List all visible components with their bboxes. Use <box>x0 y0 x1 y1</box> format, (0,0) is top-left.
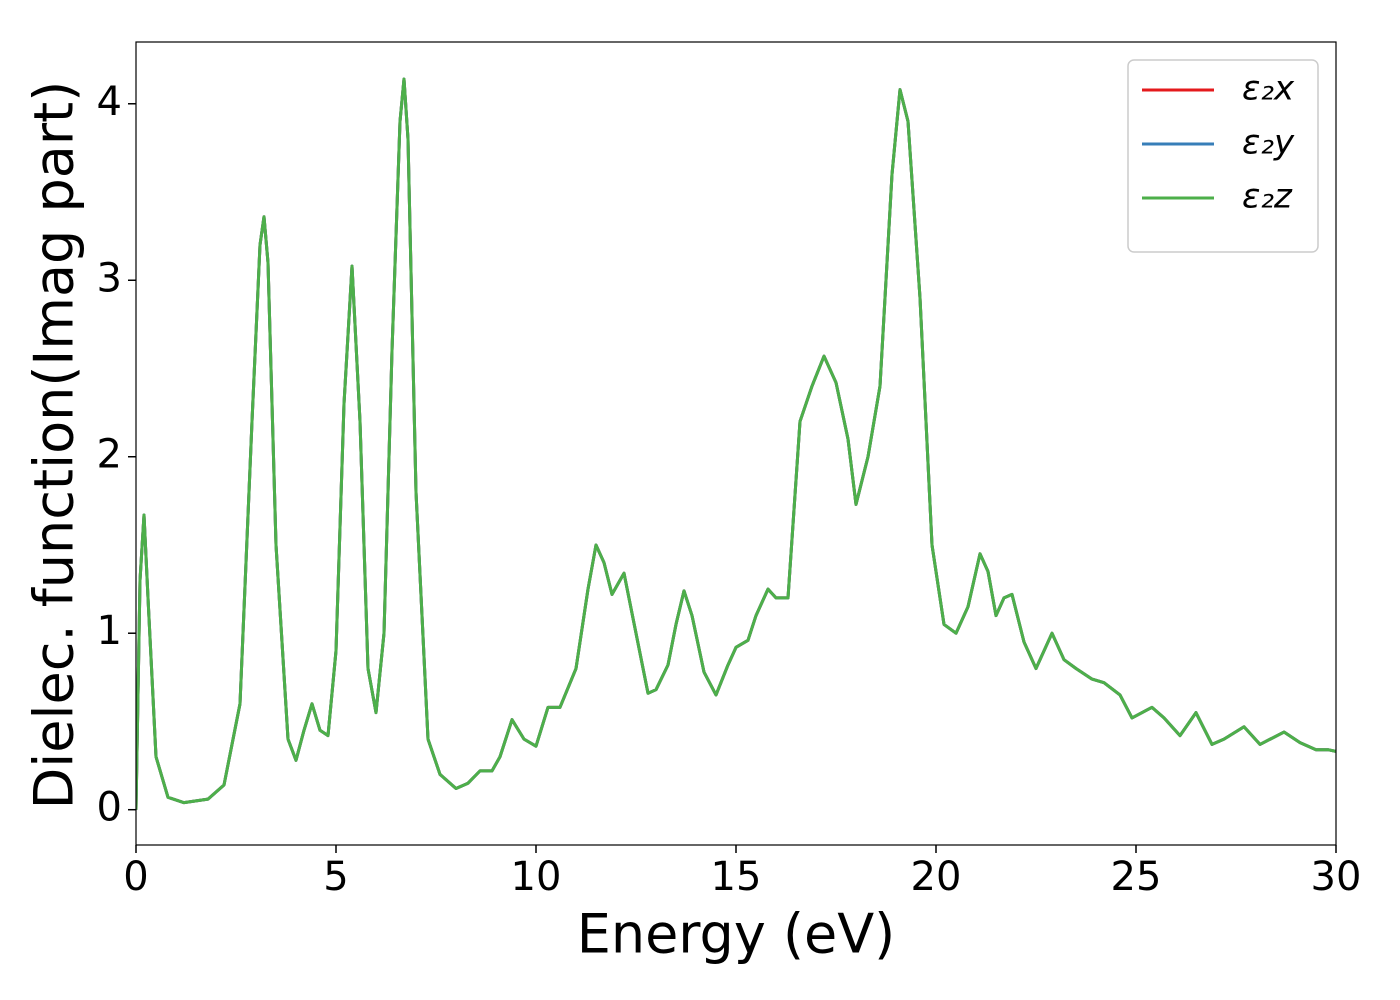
y-tick-label: 3 <box>97 255 122 301</box>
x-axis-label: Energy (eV) <box>577 903 896 966</box>
legend-box <box>1127 59 1319 253</box>
legend-label: ε₂x <box>1242 69 1295 109</box>
y-axis-label: Dielec. function(Imag part) <box>23 81 86 810</box>
y-tick-label: 1 <box>97 608 122 654</box>
x-tick-label: 0 <box>123 854 148 900</box>
x-tick-label: 5 <box>323 854 348 900</box>
x-tick-label: 30 <box>1311 854 1362 900</box>
x-tick-label: 15 <box>711 854 762 900</box>
legend-label: ε₂z <box>1242 177 1293 217</box>
y-tick-label: 0 <box>97 785 122 831</box>
y-tick-label: 4 <box>97 79 122 125</box>
x-tick-label: 10 <box>511 854 562 900</box>
x-tick-label: 25 <box>1111 854 1162 900</box>
legend-label: ε₂y <box>1242 123 1295 163</box>
y-tick-label: 2 <box>97 432 122 478</box>
data-line <box>136 77 1336 810</box>
x-tick-label: 20 <box>911 854 962 900</box>
plot-frame <box>135 41 1337 846</box>
